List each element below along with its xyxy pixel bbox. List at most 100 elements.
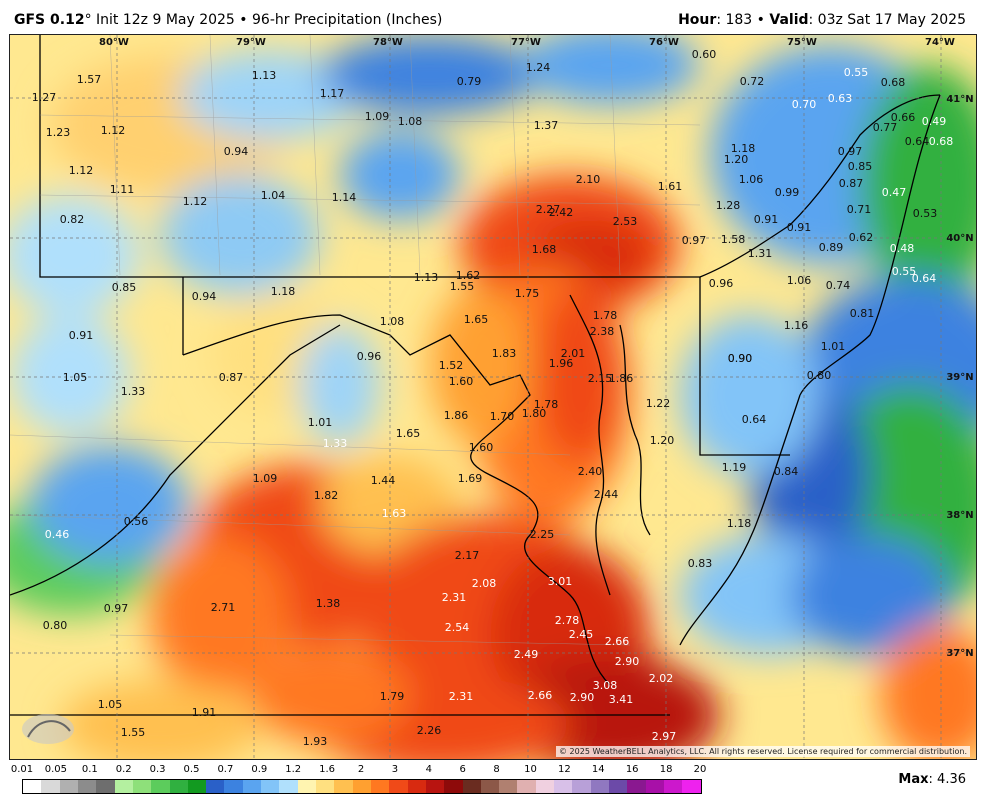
precip-value: 1.01 [821,340,846,353]
longitude-label: 75°W [787,37,817,48]
max-number: : 4.36 [928,772,966,787]
precip-value: 0.85 [112,281,137,294]
colorbar-segment [407,780,426,793]
precip-value: 0.84 [774,465,799,478]
colorbar-segment [425,780,445,793]
precip-value: 0.91 [787,221,812,234]
precip-value: 0.63 [828,92,853,105]
precip-value: 3.01 [548,575,573,588]
precip-value: 1.44 [371,474,396,487]
precip-value: 1.09 [365,110,390,123]
precip-value: 1.20 [650,434,675,447]
init-time: Init 12z 9 May 2025 [96,12,235,28]
precip-value: 1.60 [449,375,474,388]
latlon-grid [10,35,976,759]
precip-value: 1.78 [593,309,618,322]
precip-value: 0.83 [688,557,713,570]
precip-value: 1.63 [382,507,407,520]
precip-value: 1.79 [380,690,405,703]
colorbar-segment [206,780,225,793]
precip-value: 0.90 [728,352,753,365]
precip-value: 2.10 [576,173,601,186]
colorbar-segment [23,780,42,793]
precip-value: 1.75 [515,287,540,300]
hour-label: Hour [678,12,717,28]
precip-value: 0.97 [838,145,863,158]
precip-field [10,35,976,759]
precip-value: 1.19 [722,461,747,474]
precip-value: 2.17 [455,549,480,562]
legend-tick-label: 0.1 [81,764,98,775]
precip-value: 1.22 [646,397,671,410]
precip-value: 0.56 [124,515,149,528]
precip-value: 1.68 [532,243,557,256]
precip-value: 2.90 [570,691,595,704]
precip-value: 0.64 [912,272,937,285]
precip-value: 2.40 [578,465,603,478]
precip-value: 2.42 [549,206,574,219]
legend-tick-label: 0.3 [149,764,166,775]
precip-value: 1.33 [121,385,146,398]
colorbar-segment [279,780,298,793]
precip-value: 2.44 [594,488,619,501]
colorbar-segment [682,780,701,793]
precip-value: 0.77 [873,121,898,134]
precip-value: 0.96 [357,350,382,363]
precip-value: 2.15 [588,372,613,385]
precip-value: 0.80 [43,619,68,632]
legend-tick-label: 0.5 [183,764,200,775]
colorbar-segment [334,780,353,793]
precip-value-labels: 1.57 1.27 1.23 1.12 1.12 1.11 0.82 1.13 0.94 1.12… [32,48,954,748]
longitude-label: 76°W [649,37,679,48]
precip-value: 1.69 [458,472,483,485]
legend-tick-label: 1.6 [319,764,336,775]
precip-value: 2.78 [555,614,580,627]
precip-value: 1.18 [271,285,296,298]
precip-value: 0.71 [847,203,872,216]
precip-value: 0.79 [457,75,482,88]
legend-tick-label: 8 [493,764,500,775]
legend-tick-label: 20 [693,764,707,775]
latitude-label: 39°N [946,372,973,383]
longitude-label: 79°W [236,37,266,48]
colorbar-segment [242,780,262,793]
legend-tick-label: 14 [591,764,605,775]
colorbar-segment [499,780,518,793]
precip-value: 1.27 [32,91,57,104]
precip-value: 0.87 [219,371,244,384]
colorbar-segment [187,780,207,793]
precip-value: 2.01 [561,347,586,360]
colorbar-segment [572,780,591,793]
precip-value: 1.58 [721,233,746,246]
precip-value: 2.66 [605,635,630,648]
colorbar-segment [645,780,664,793]
product-name: 96-hr Precipitation (Inches) [252,12,443,28]
legend-tick-label: 0.9 [251,764,268,775]
county-lines [10,35,701,646]
precip-value: 0.81 [850,307,875,320]
precip-value: 1.60 [469,441,494,454]
precip-value: 0.80 [807,369,832,382]
colorbar-segment [444,780,463,793]
colorbar-segment [297,780,316,793]
precip-value: 1.65 [464,313,489,326]
precip-value: 0.64 [742,413,767,426]
legend-tick-label: 1.2 [285,764,302,775]
legend-tick-label: 0.7 [217,764,234,775]
longitude-label: 78°W [373,37,403,48]
precip-value: 1.86 [444,409,469,422]
max-label: Max [898,772,929,787]
precip-value: 1.55 [450,280,475,293]
precip-value: 2.49 [514,648,539,661]
precip-value: 1.78 [534,398,559,411]
precip-value: 2.66 [528,689,553,702]
longitude-label: 74°W [925,37,955,48]
precip-value: 0.99 [775,186,800,199]
precip-value: 2.02 [649,672,674,685]
precip-value: 1.09 [253,472,278,485]
latitude-labels: 41°N 40°N 39°N 38°N 37°N [946,94,973,659]
precip-value: 2.25 [530,528,555,541]
precip-value: 1.38 [316,597,341,610]
longitude-label: 80°W [99,37,129,48]
colorbar-segment [389,780,408,793]
